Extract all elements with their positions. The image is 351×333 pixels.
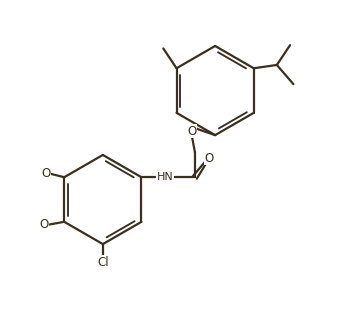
- Text: O: O: [39, 218, 48, 231]
- Text: O: O: [41, 167, 51, 180]
- Text: HN: HN: [157, 172, 174, 182]
- Text: Cl: Cl: [97, 256, 109, 269]
- Text: O: O: [187, 125, 196, 138]
- Text: O: O: [204, 152, 213, 165]
